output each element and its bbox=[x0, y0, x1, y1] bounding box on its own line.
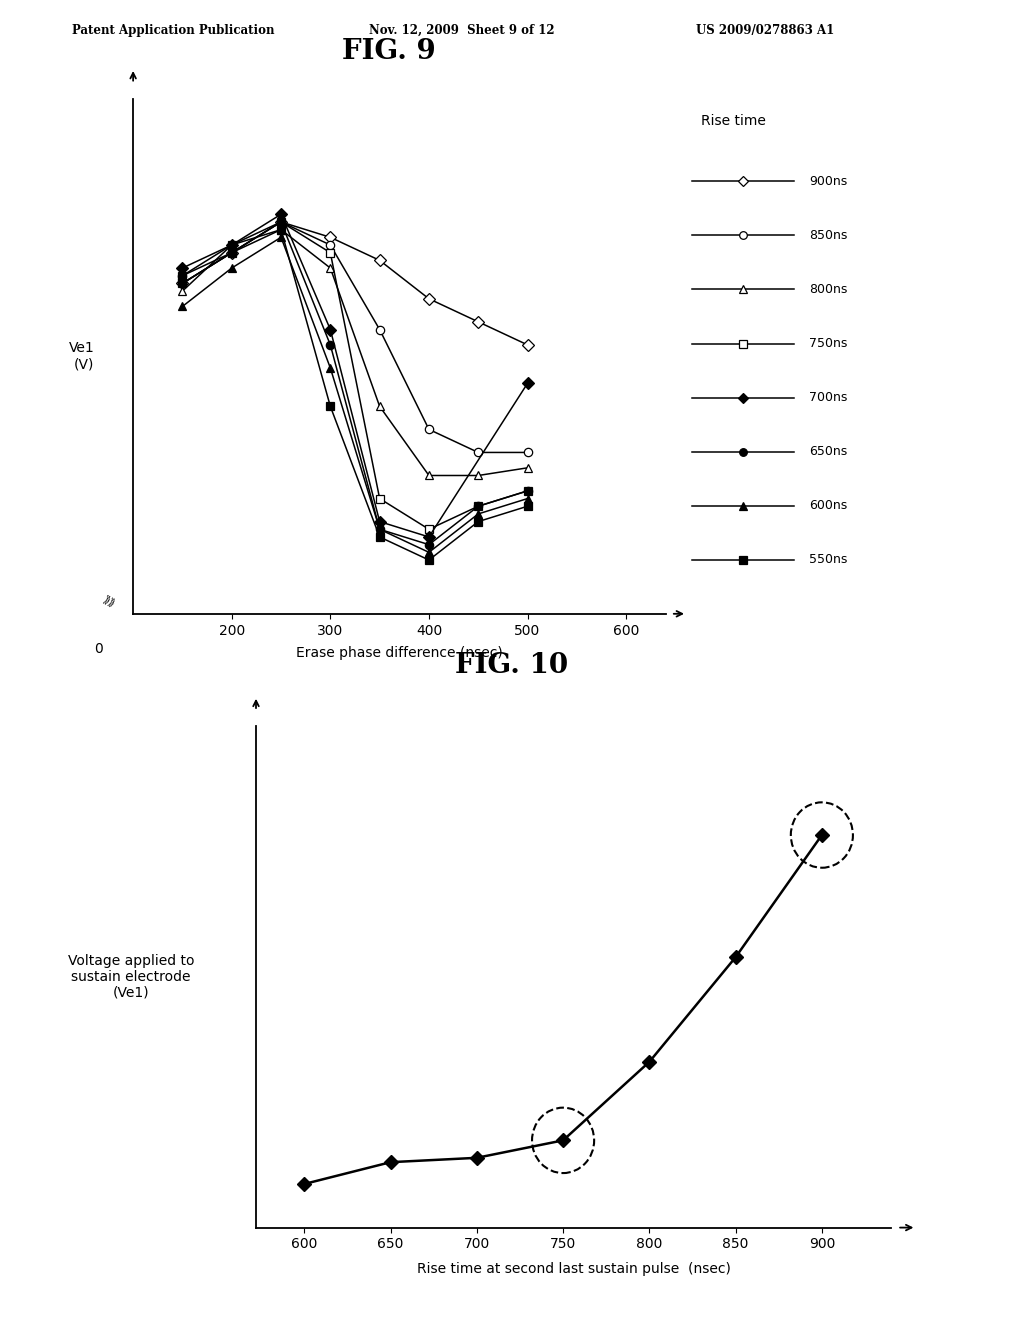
Text: 0: 0 bbox=[94, 642, 102, 656]
Text: 550ns: 550ns bbox=[809, 553, 847, 566]
Text: FIG. 9: FIG. 9 bbox=[342, 38, 436, 66]
Text: 850ns: 850ns bbox=[809, 228, 847, 242]
Text: 750ns: 750ns bbox=[809, 337, 847, 350]
Text: Rise time: Rise time bbox=[701, 115, 766, 128]
Y-axis label: Ve1
(V): Ve1 (V) bbox=[69, 342, 94, 371]
Text: 700ns: 700ns bbox=[809, 391, 847, 404]
Y-axis label: Voltage applied to
sustain electrode
(Ve1): Voltage applied to sustain electrode (Ve… bbox=[68, 953, 195, 1001]
Text: Nov. 12, 2009  Sheet 9 of 12: Nov. 12, 2009 Sheet 9 of 12 bbox=[369, 24, 554, 37]
Text: 600ns: 600ns bbox=[809, 499, 847, 512]
X-axis label: Rise time at second last sustain pulse  (nsec): Rise time at second last sustain pulse (… bbox=[417, 1262, 730, 1276]
Text: 800ns: 800ns bbox=[809, 282, 847, 296]
Text: 650ns: 650ns bbox=[809, 445, 847, 458]
Text: Patent Application Publication: Patent Application Publication bbox=[72, 24, 274, 37]
Text: FIG. 10: FIG. 10 bbox=[456, 652, 568, 680]
Text: ⟫⟫: ⟫⟫ bbox=[101, 594, 117, 609]
X-axis label: Erase phase difference (nsec): Erase phase difference (nsec) bbox=[296, 645, 503, 660]
Text: 900ns: 900ns bbox=[809, 174, 847, 187]
Text: US 2009/0278863 A1: US 2009/0278863 A1 bbox=[696, 24, 835, 37]
